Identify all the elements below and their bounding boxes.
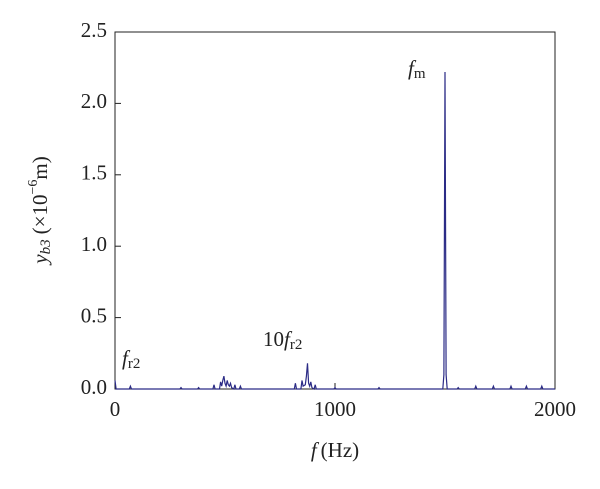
y-tick-label: 2.5	[81, 18, 107, 42]
y-tick-label: 0.0	[81, 375, 107, 399]
y-tick-label: 2.0	[81, 89, 107, 113]
y-tick-label: 1.5	[81, 161, 107, 185]
annotation: fm	[408, 56, 426, 83]
spectrum-line	[114, 71, 555, 390]
plot-frame	[114, 31, 556, 390]
y-axis-label: yb3(×10−6m)	[26, 156, 54, 265]
y-tick-label: 1.0	[81, 232, 107, 256]
x-tick-label: 0	[110, 397, 121, 421]
x-axis-label: f (Hz)	[311, 438, 359, 462]
x-tick-label: 1000	[314, 397, 356, 421]
annotation: 10fr2	[263, 327, 302, 354]
x-tick-label: 2000	[534, 397, 576, 421]
annotation: fr2	[122, 346, 140, 373]
y-tick-label: 0.5	[81, 303, 107, 327]
